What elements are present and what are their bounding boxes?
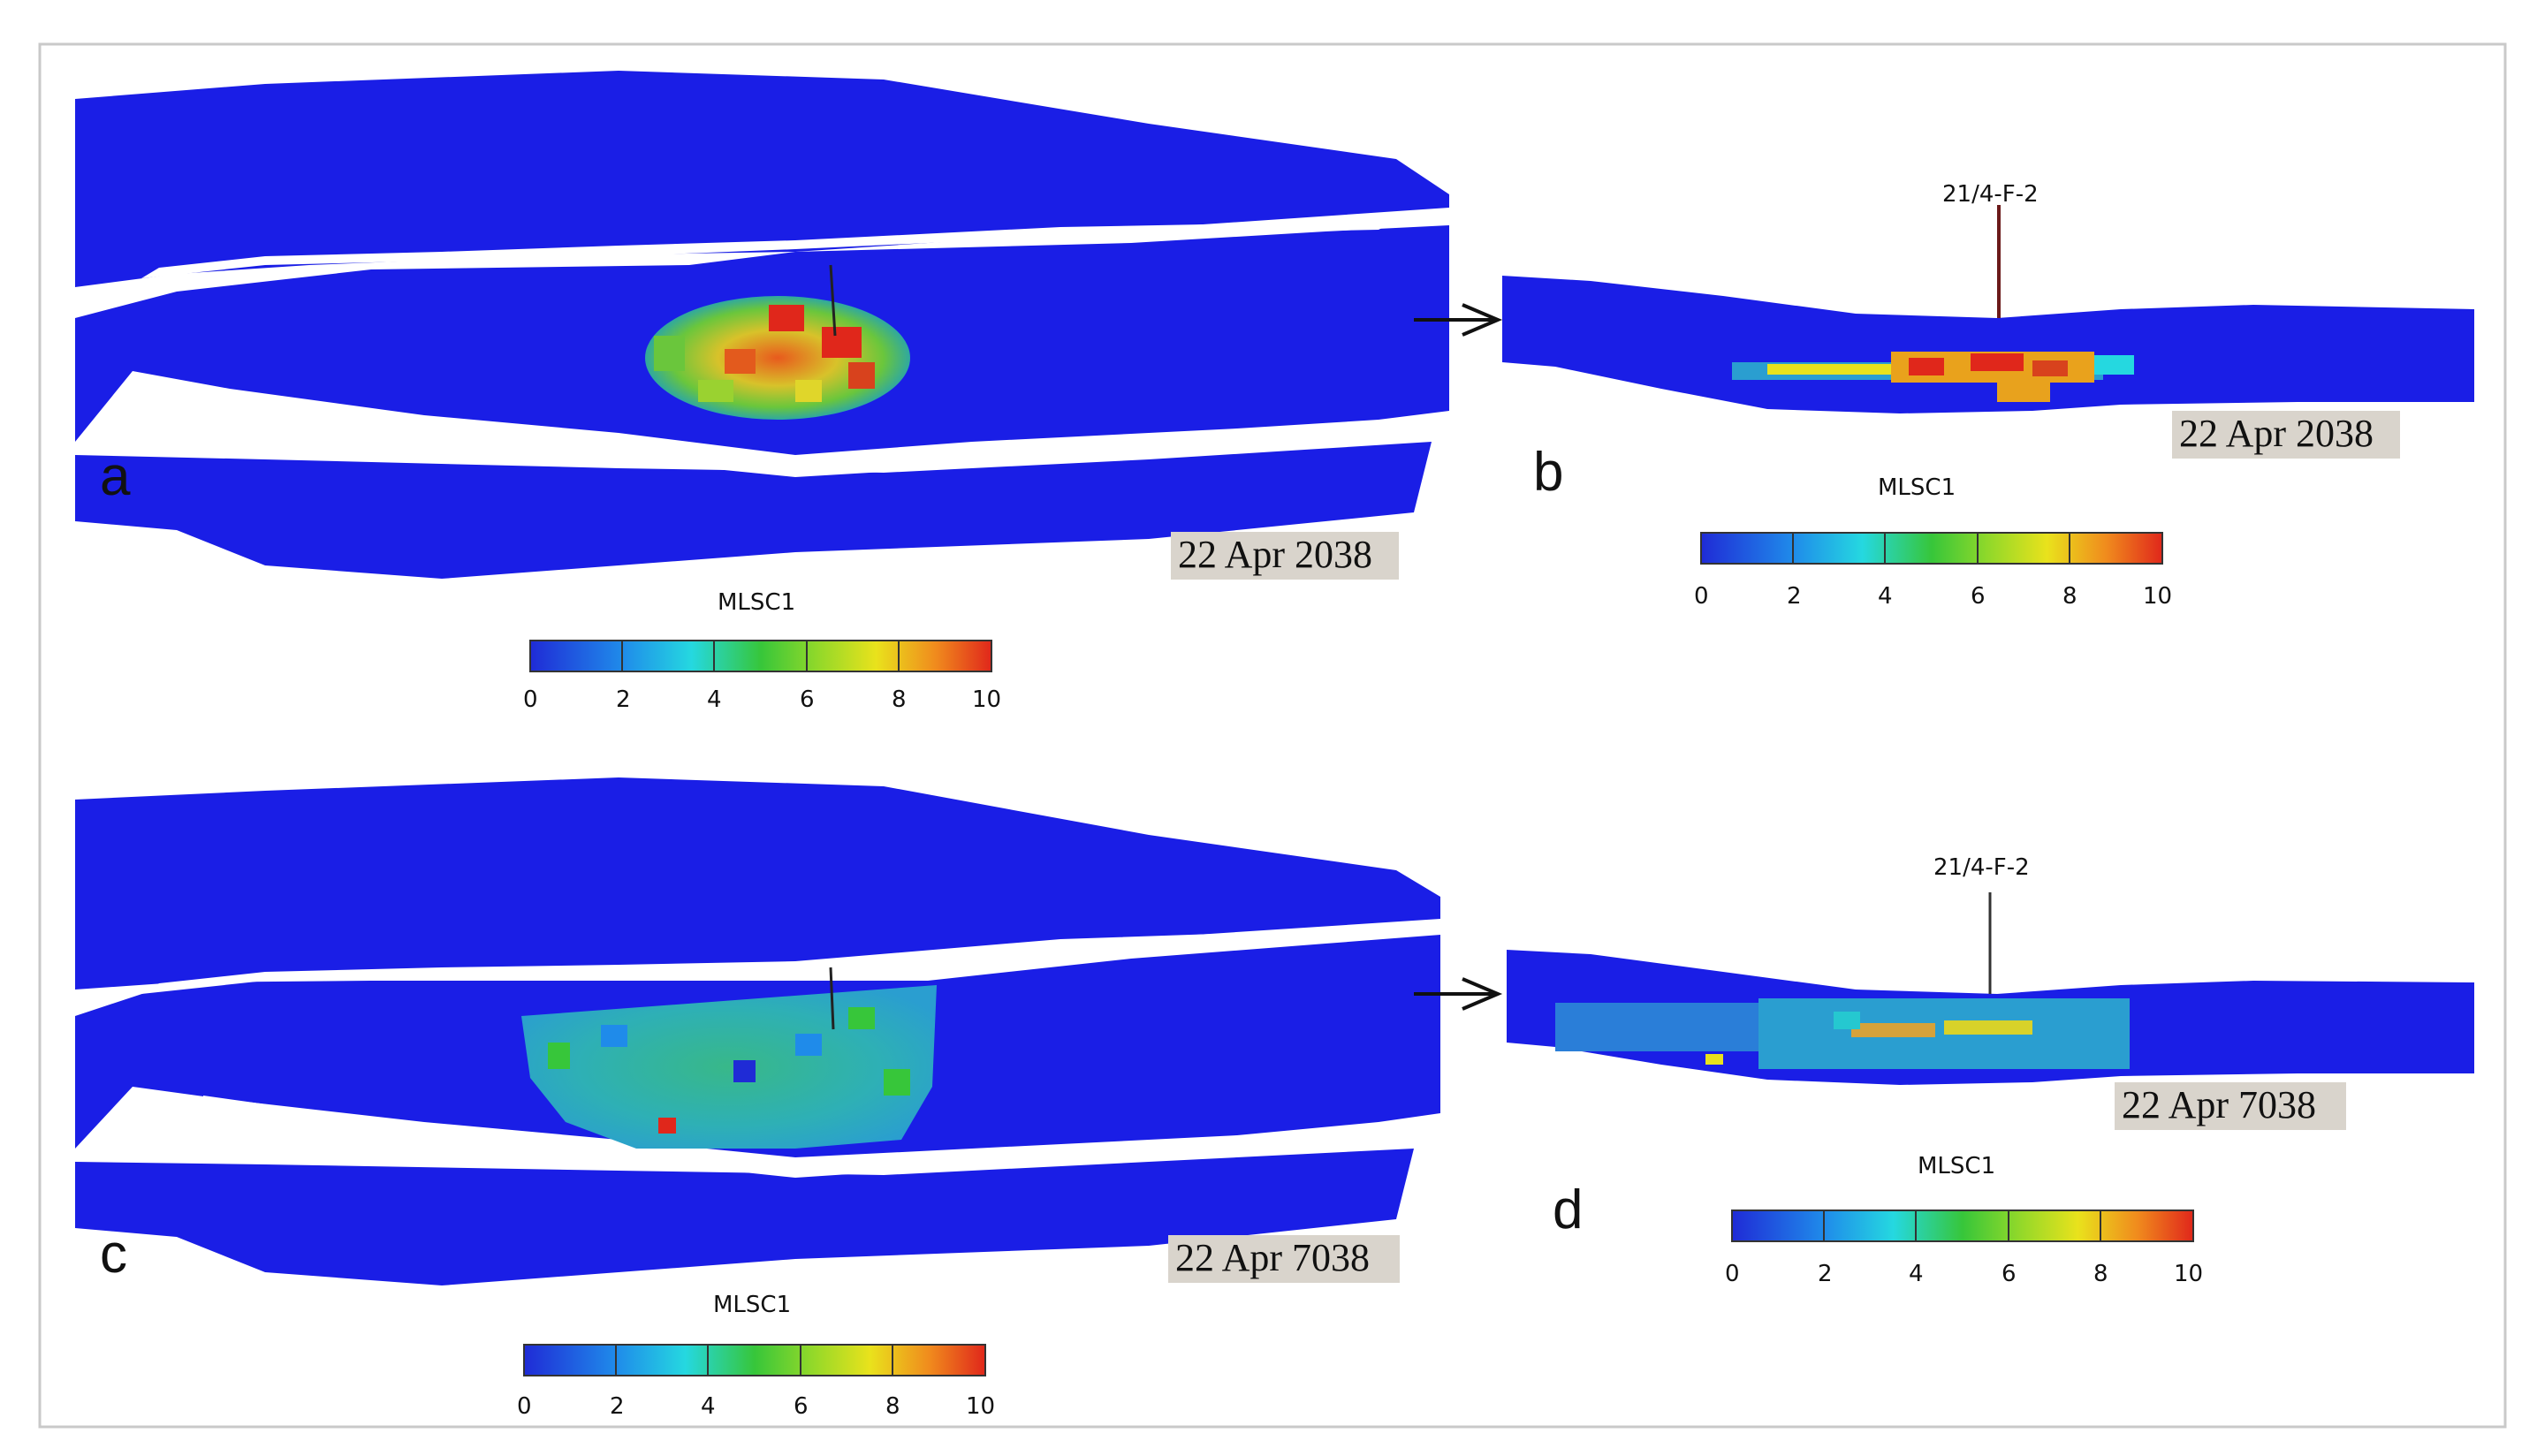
tick-label: 6 [794, 1393, 809, 1420]
reservoir-bottom-layer-c [75, 1149, 1414, 1285]
tick-label: 8 [885, 1393, 900, 1420]
well-trace-c [829, 967, 835, 1030]
colorbar-gradient-d [1731, 1210, 2194, 1242]
date-label-a: 22 Apr 2038 [1178, 533, 1372, 576]
colorbar-gradient-b [1700, 532, 2163, 565]
panel-letter-d: d [1553, 1179, 1583, 1240]
colorbar-ticks-c [615, 1345, 893, 1376]
tick-label: 6 [800, 686, 815, 713]
arrow-c-to-d [1414, 977, 1503, 1011]
panel-letter-b: b [1533, 442, 1563, 503]
panel-d: 21/4-F-2 d 22 Apr 7038 MLSC1 0 2 4 6 8 1… [1507, 854, 2474, 1287]
panel-c: c 22 Apr 7038 MLSC1 0 2 4 6 8 10 [75, 777, 1503, 1420]
colorbar-title-a: MLSC1 [718, 589, 795, 616]
date-box-d [2115, 1082, 2346, 1130]
tick-label: 2 [1787, 583, 1802, 610]
reservoir-section-b [1502, 276, 2474, 413]
colorbar-a: MLSC1 0 2 4 6 8 10 [523, 589, 1001, 713]
tick-label: 0 [517, 1393, 532, 1420]
tick-label: 6 [2001, 1261, 2017, 1287]
fault-gap-a [141, 221, 1396, 278]
colorbar-ticks-b [1792, 533, 2070, 564]
tick-label: 8 [892, 686, 907, 713]
colorbar-title-d: MLSC1 [1918, 1153, 1995, 1179]
tick-label: 4 [1909, 1261, 1924, 1287]
tick-label: 8 [2093, 1261, 2108, 1287]
fault-gap-a-2 [203, 389, 1281, 477]
tick-label: 2 [616, 686, 631, 713]
date-box-b [2172, 411, 2400, 459]
fault-gap-c-2 [203, 1096, 1281, 1178]
tick-label: 8 [2062, 583, 2077, 610]
date-label-d: 22 Apr 7038 [2122, 1083, 2316, 1126]
date-box-c [1168, 1235, 1400, 1283]
tick-label: 0 [1694, 583, 1709, 610]
date-box-a [1171, 532, 1399, 580]
panel-b: 21/4-F-2 b 22 Apr 2038 MLSC1 0 2 4 6 8 1… [1502, 181, 2474, 610]
co2-plume-b [1732, 352, 2134, 402]
tick-label: 2 [610, 1393, 625, 1420]
date-label-b: 22 Apr 2038 [2179, 412, 2374, 455]
tick-label: 10 [2174, 1261, 2203, 1287]
well-label-d: 21/4-F-2 [1933, 854, 2030, 881]
figure-border [38, 42, 2507, 1429]
colorbar-gradient-a [529, 640, 992, 672]
reservoir-bottom-layer-a [75, 442, 1432, 579]
tick-label: 10 [966, 1393, 995, 1420]
arrow-a-to-b [1414, 303, 1503, 337]
co2-plume-a [645, 296, 910, 420]
colorbar-d: MLSC1 0 2 4 6 8 10 [1725, 1153, 2203, 1287]
tick-label: 0 [523, 686, 538, 713]
tick-label: 2 [1818, 1261, 1833, 1287]
colorbar-gradient-c [523, 1344, 986, 1376]
fault-gap-c [141, 928, 1396, 994]
tick-label: 0 [1725, 1261, 1740, 1287]
co2-plume-d [1555, 998, 2130, 1069]
well-trace-a [829, 264, 837, 337]
panel-a: a 22 Apr 2038 MLSC1 0 2 4 6 8 10 [75, 71, 1503, 713]
tick-label: 4 [1878, 583, 1893, 610]
tick-label: 6 [1971, 583, 1986, 610]
tick-label: 4 [701, 1393, 716, 1420]
date-label-c: 22 Apr 7038 [1175, 1236, 1370, 1279]
colorbar-title-b: MLSC1 [1878, 474, 1956, 501]
reservoir-top-layer-c [75, 777, 1440, 990]
colorbar-b: MLSC1 0 2 4 6 8 10 [1694, 474, 2172, 610]
panel-letter-a: a [100, 446, 131, 507]
colorbar-c: MLSC1 0 2 4 6 8 10 [517, 1292, 995, 1420]
tick-label: 10 [972, 686, 1001, 713]
well-label-b: 21/4-F-2 [1942, 181, 2039, 208]
colorbar-ticks-d [1823, 1210, 2101, 1241]
colorbar-ticks-a [621, 641, 900, 671]
colorbar-title-c: MLSC1 [713, 1292, 791, 1318]
reservoir-top-layer-a [75, 71, 1449, 287]
tick-label: 10 [2143, 583, 2172, 610]
tick-label: 4 [707, 686, 722, 713]
panel-letter-c: c [100, 1224, 127, 1285]
